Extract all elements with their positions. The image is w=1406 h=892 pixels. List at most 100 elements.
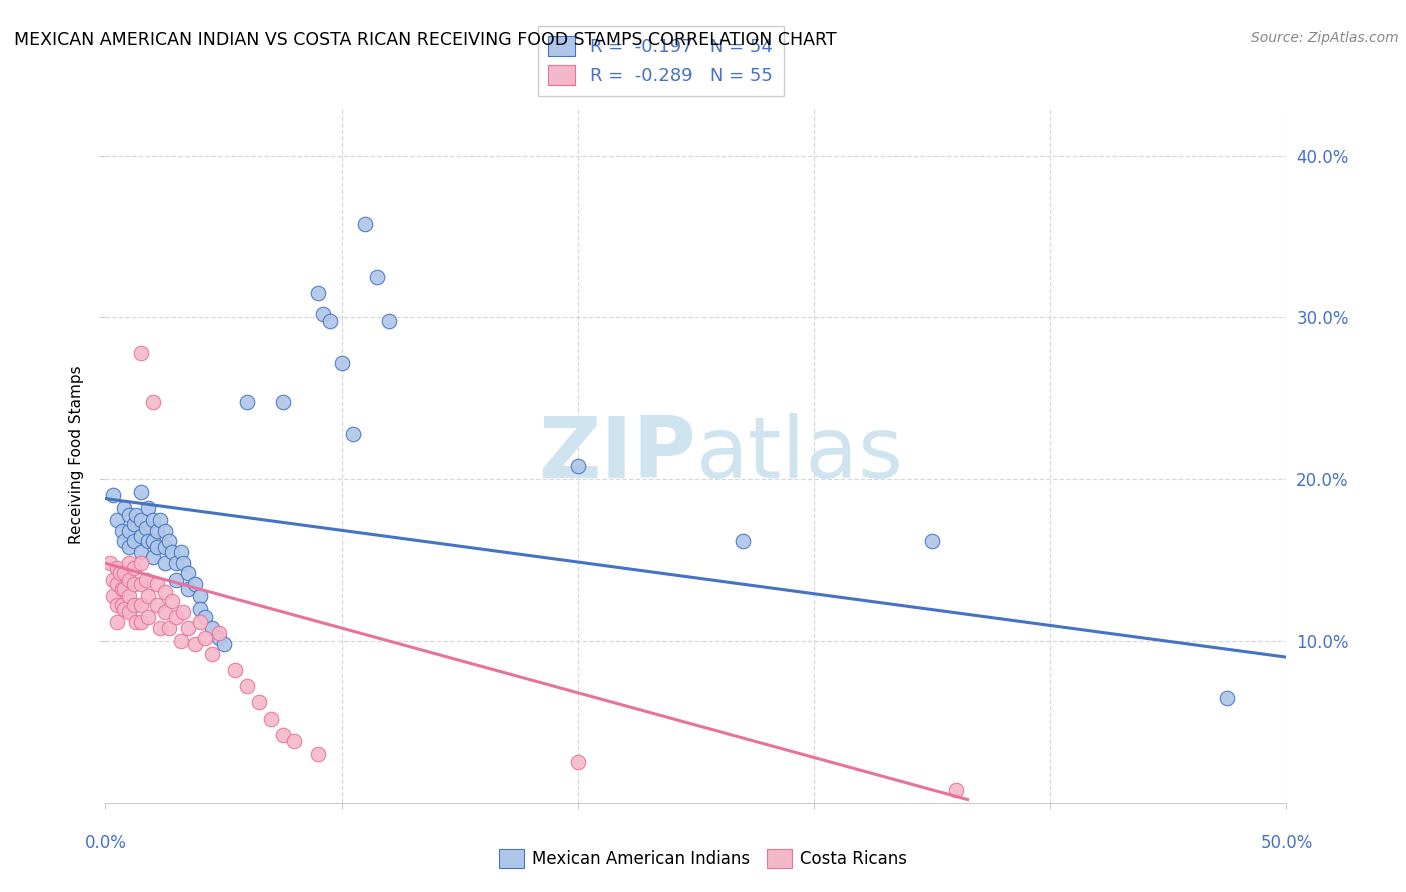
- Point: [105, 561, 128, 575]
- Point: [342, 426, 364, 441]
- Point: [118, 524, 141, 538]
- Point: [567, 459, 589, 474]
- Point: [247, 696, 270, 710]
- Point: [105, 513, 128, 527]
- Point: [129, 545, 152, 559]
- Point: [157, 621, 180, 635]
- Point: [184, 577, 207, 591]
- Y-axis label: Receiving Food Stamps: Receiving Food Stamps: [69, 366, 84, 544]
- Point: [118, 573, 141, 587]
- Point: [283, 734, 305, 748]
- Point: [101, 573, 124, 587]
- Point: [567, 756, 589, 770]
- Point: [236, 679, 259, 693]
- Point: [136, 609, 159, 624]
- Point: [271, 728, 294, 742]
- Text: Source: ZipAtlas.com: Source: ZipAtlas.com: [1251, 31, 1399, 45]
- Point: [945, 782, 967, 797]
- Point: [129, 485, 152, 500]
- Text: MEXICAN AMERICAN INDIAN VS COSTA RICAN RECEIVING FOOD STAMPS CORRELATION CHART: MEXICAN AMERICAN INDIAN VS COSTA RICAN R…: [14, 31, 837, 49]
- Point: [122, 561, 145, 575]
- Point: [135, 521, 157, 535]
- Point: [129, 577, 152, 591]
- Point: [224, 663, 246, 677]
- Point: [111, 524, 134, 538]
- Point: [122, 599, 145, 613]
- Point: [188, 589, 211, 603]
- Point: [125, 615, 148, 629]
- Point: [160, 545, 183, 559]
- Point: [921, 533, 943, 548]
- Point: [149, 621, 172, 635]
- Point: [129, 557, 152, 571]
- Point: [118, 540, 141, 554]
- Point: [111, 582, 134, 597]
- Point: [201, 621, 224, 635]
- Legend: R =  -0.197   N = 54, R =  -0.289   N = 55: R = -0.197 N = 54, R = -0.289 N = 55: [537, 26, 783, 96]
- Point: [157, 533, 180, 548]
- Point: [188, 601, 211, 615]
- Point: [142, 394, 165, 409]
- Point: [236, 394, 259, 409]
- Point: [153, 540, 176, 554]
- Point: [105, 599, 128, 613]
- Point: [177, 566, 200, 580]
- Point: [122, 517, 145, 532]
- Point: [172, 557, 194, 571]
- Point: [142, 533, 165, 548]
- Point: [170, 545, 193, 559]
- Point: [330, 356, 353, 370]
- Point: [142, 549, 165, 564]
- Legend: Mexican American Indians, Costa Ricans: Mexican American Indians, Costa Ricans: [492, 843, 914, 875]
- Point: [112, 582, 135, 597]
- Point: [153, 524, 176, 538]
- Point: [136, 501, 159, 516]
- Point: [135, 573, 157, 587]
- Point: [112, 566, 135, 580]
- Point: [111, 599, 134, 613]
- Point: [122, 533, 145, 548]
- Point: [136, 589, 159, 603]
- Point: [98, 557, 121, 571]
- Point: [271, 394, 294, 409]
- Point: [177, 582, 200, 597]
- Point: [142, 513, 165, 527]
- Point: [170, 634, 193, 648]
- Point: [146, 599, 169, 613]
- Point: [208, 626, 231, 640]
- Text: ZIP: ZIP: [538, 413, 696, 497]
- Point: [184, 637, 207, 651]
- Point: [149, 513, 172, 527]
- Point: [153, 605, 176, 619]
- Point: [153, 585, 176, 599]
- Point: [129, 599, 152, 613]
- Point: [194, 609, 217, 624]
- Point: [260, 712, 283, 726]
- Point: [105, 615, 128, 629]
- Point: [146, 524, 169, 538]
- Point: [129, 513, 152, 527]
- Point: [733, 533, 755, 548]
- Point: [112, 501, 135, 516]
- Point: [112, 601, 135, 615]
- Point: [129, 529, 152, 543]
- Point: [136, 533, 159, 548]
- Point: [160, 593, 183, 607]
- Point: [112, 533, 135, 548]
- Point: [146, 577, 169, 591]
- Point: [366, 269, 388, 284]
- Point: [307, 747, 329, 762]
- Point: [188, 615, 211, 629]
- Point: [108, 566, 131, 580]
- Point: [212, 637, 235, 651]
- Point: [146, 540, 169, 554]
- Point: [172, 605, 194, 619]
- Point: [307, 286, 329, 301]
- Point: [118, 605, 141, 619]
- Point: [125, 508, 148, 522]
- Point: [201, 647, 224, 661]
- Point: [1216, 690, 1239, 705]
- Point: [129, 346, 152, 360]
- Point: [122, 577, 145, 591]
- Point: [378, 313, 401, 327]
